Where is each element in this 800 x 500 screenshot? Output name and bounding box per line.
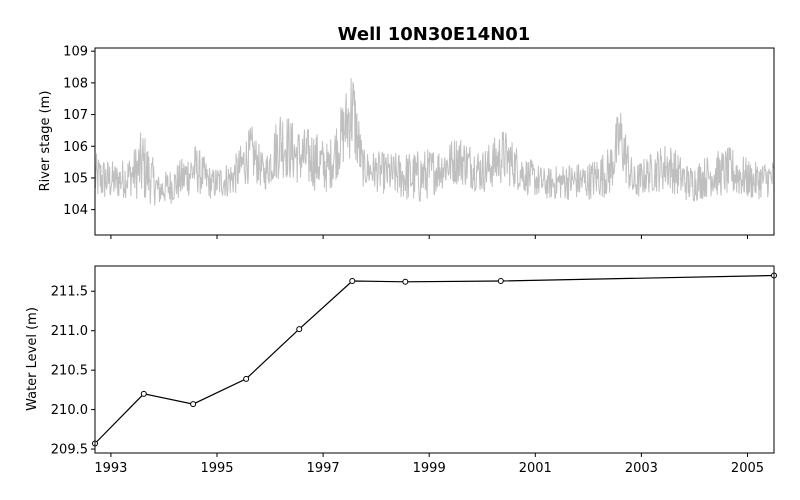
y-tick-label: 105 bbox=[63, 171, 88, 186]
y-tick-label: 106 bbox=[63, 140, 88, 155]
x-tick-label: 2001 bbox=[519, 461, 552, 476]
y-tick-label: 104 bbox=[63, 203, 88, 218]
y-tick-label: 210.0 bbox=[51, 403, 88, 418]
y-tick-label: 210.5 bbox=[51, 364, 88, 379]
x-tick-label: 2005 bbox=[731, 461, 764, 476]
y-tick-label: 107 bbox=[63, 108, 88, 123]
river-stage-series bbox=[94, 78, 775, 206]
x-tick-label: 1993 bbox=[94, 461, 127, 476]
river-stage-line bbox=[94, 78, 775, 206]
water-level-line bbox=[94, 274, 775, 444]
water-level-x-ticks: 1993 1995 1997 1999 2001 2003 2005 bbox=[94, 453, 764, 476]
y-tick-label: 211.0 bbox=[51, 324, 88, 339]
water-level-point bbox=[497, 277, 504, 284]
x-tick-label: 1995 bbox=[200, 461, 233, 476]
water-level-frame bbox=[94, 265, 775, 454]
water-level-y-label: Water Level (m) bbox=[25, 307, 40, 411]
water-level-point bbox=[402, 278, 409, 285]
x-tick-label: 1997 bbox=[307, 461, 340, 476]
river-stage-x-ticks bbox=[110, 235, 748, 239]
chart-title: Well 10N30E14N01 bbox=[338, 24, 531, 45]
river-stage-y-label: River stage (m) bbox=[38, 91, 53, 192]
water-level-point bbox=[296, 326, 303, 333]
x-tick-label: 1999 bbox=[413, 461, 446, 476]
water-level-point bbox=[140, 390, 147, 397]
water-level-point bbox=[190, 401, 197, 408]
river-stage-y-ticks: 104 105 106 107 108 109 bbox=[63, 45, 95, 218]
water-level-point bbox=[243, 375, 250, 382]
river-stage-frame bbox=[94, 47, 775, 236]
x-tick-label: 2003 bbox=[625, 461, 658, 476]
y-tick-label: 108 bbox=[63, 76, 88, 91]
y-tick-label: 211.5 bbox=[51, 285, 88, 300]
water-level-point bbox=[349, 277, 356, 284]
river-stage-axes: 104 105 106 107 108 109 River stage (m) bbox=[38, 45, 775, 239]
water-level-series bbox=[92, 272, 777, 447]
y-tick-label: 109 bbox=[63, 45, 88, 60]
water-level-y-ticks: 209.5 210.0 210.5 211.0 211.5 bbox=[51, 285, 95, 458]
y-tick-label: 209.5 bbox=[51, 443, 88, 458]
